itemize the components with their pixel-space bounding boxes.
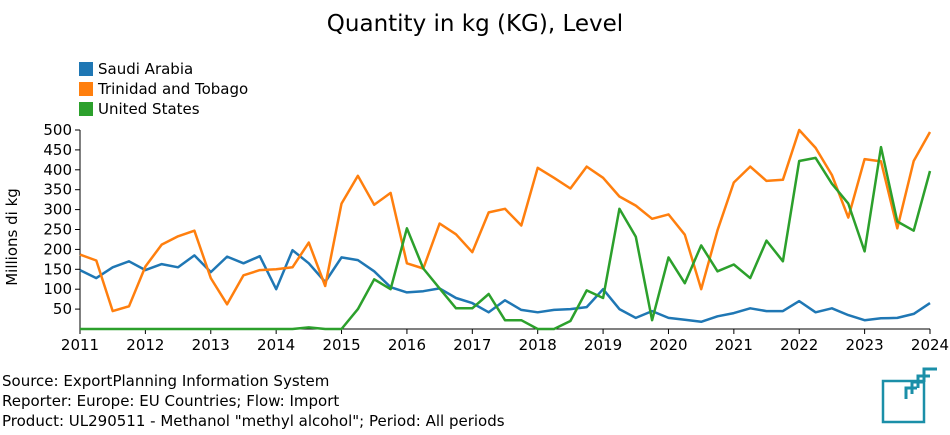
- legend-label-trinidad-and-tobago: Trinidad and Tobago: [98, 80, 249, 98]
- y-tick-label: 450: [43, 141, 72, 159]
- legend-label-united-states: United States: [98, 100, 200, 118]
- x-tick-label: 2015: [322, 336, 360, 354]
- series-group: [79, 128, 932, 331]
- y-tick-label: 150: [43, 260, 72, 278]
- exportplanning-logo-icon: [881, 367, 937, 424]
- x-tick-label: 2020: [649, 336, 687, 354]
- legend-swatch-united-states: [79, 102, 93, 116]
- x-tick-label: 2012: [126, 336, 164, 354]
- axes: 2011 2012 2013 2014 2015 2016 2017 2018 2019 2020…: [43, 121, 949, 354]
- x-tick-label: 2023: [846, 336, 884, 354]
- y-tick-label: 250: [43, 221, 72, 239]
- x-tick-label: 2019: [584, 336, 622, 354]
- legend-item-united-states: United States: [79, 99, 248, 119]
- footer-reporter: Reporter: Europe: EU Countries; Flow: Im…: [2, 392, 340, 410]
- chart-title: Quantity in kg (KG), Level: [327, 11, 623, 37]
- x-tick-label: 2018: [519, 336, 557, 354]
- x-tick-label: 2022: [780, 336, 818, 354]
- legend-swatch-saudi-arabia: [79, 62, 93, 76]
- y-tick-label: 50: [53, 300, 72, 318]
- series-line-trinidad-and-tobago: [79, 128, 932, 313]
- footer: Source: ExportPlanning Information Syste…: [2, 371, 505, 431]
- series-line-saudi-arabia: [79, 248, 931, 324]
- y-tick-label: 100: [43, 280, 72, 298]
- x-tick-label: 2013: [192, 336, 230, 354]
- legend-item-saudi-arabia: Saudi Arabia: [79, 59, 248, 79]
- y-tick-label: 500: [43, 121, 72, 139]
- x-tick-label: 2017: [453, 336, 491, 354]
- y-tick-label: 400: [43, 161, 72, 179]
- x-tick-label: 2011: [61, 336, 99, 354]
- legend-label-saudi-arabia: Saudi Arabia: [98, 60, 194, 78]
- legend-swatch-trinidad-and-tobago: [79, 82, 93, 96]
- footer-product: Product: UL290511 - Methanol "methyl alc…: [2, 412, 505, 430]
- legend: Saudi Arabia Trinidad and Tobago United …: [79, 59, 248, 119]
- x-tick-label: 2016: [388, 336, 426, 354]
- y-tick-label: 300: [43, 201, 72, 219]
- y-tick-label: 200: [43, 240, 72, 258]
- y-tick-label: 350: [43, 181, 72, 199]
- series-line-united-states: [80, 145, 932, 331]
- x-tick-label: 2024: [911, 336, 949, 354]
- x-tick-label: 2014: [257, 336, 295, 354]
- legend-item-trinidad-and-tobago: Trinidad and Tobago: [79, 79, 248, 99]
- y-axis-label: Millions di kg: [3, 188, 21, 286]
- x-tick-label: 2021: [715, 336, 753, 354]
- footer-source: Source: ExportPlanning Information Syste…: [2, 372, 330, 390]
